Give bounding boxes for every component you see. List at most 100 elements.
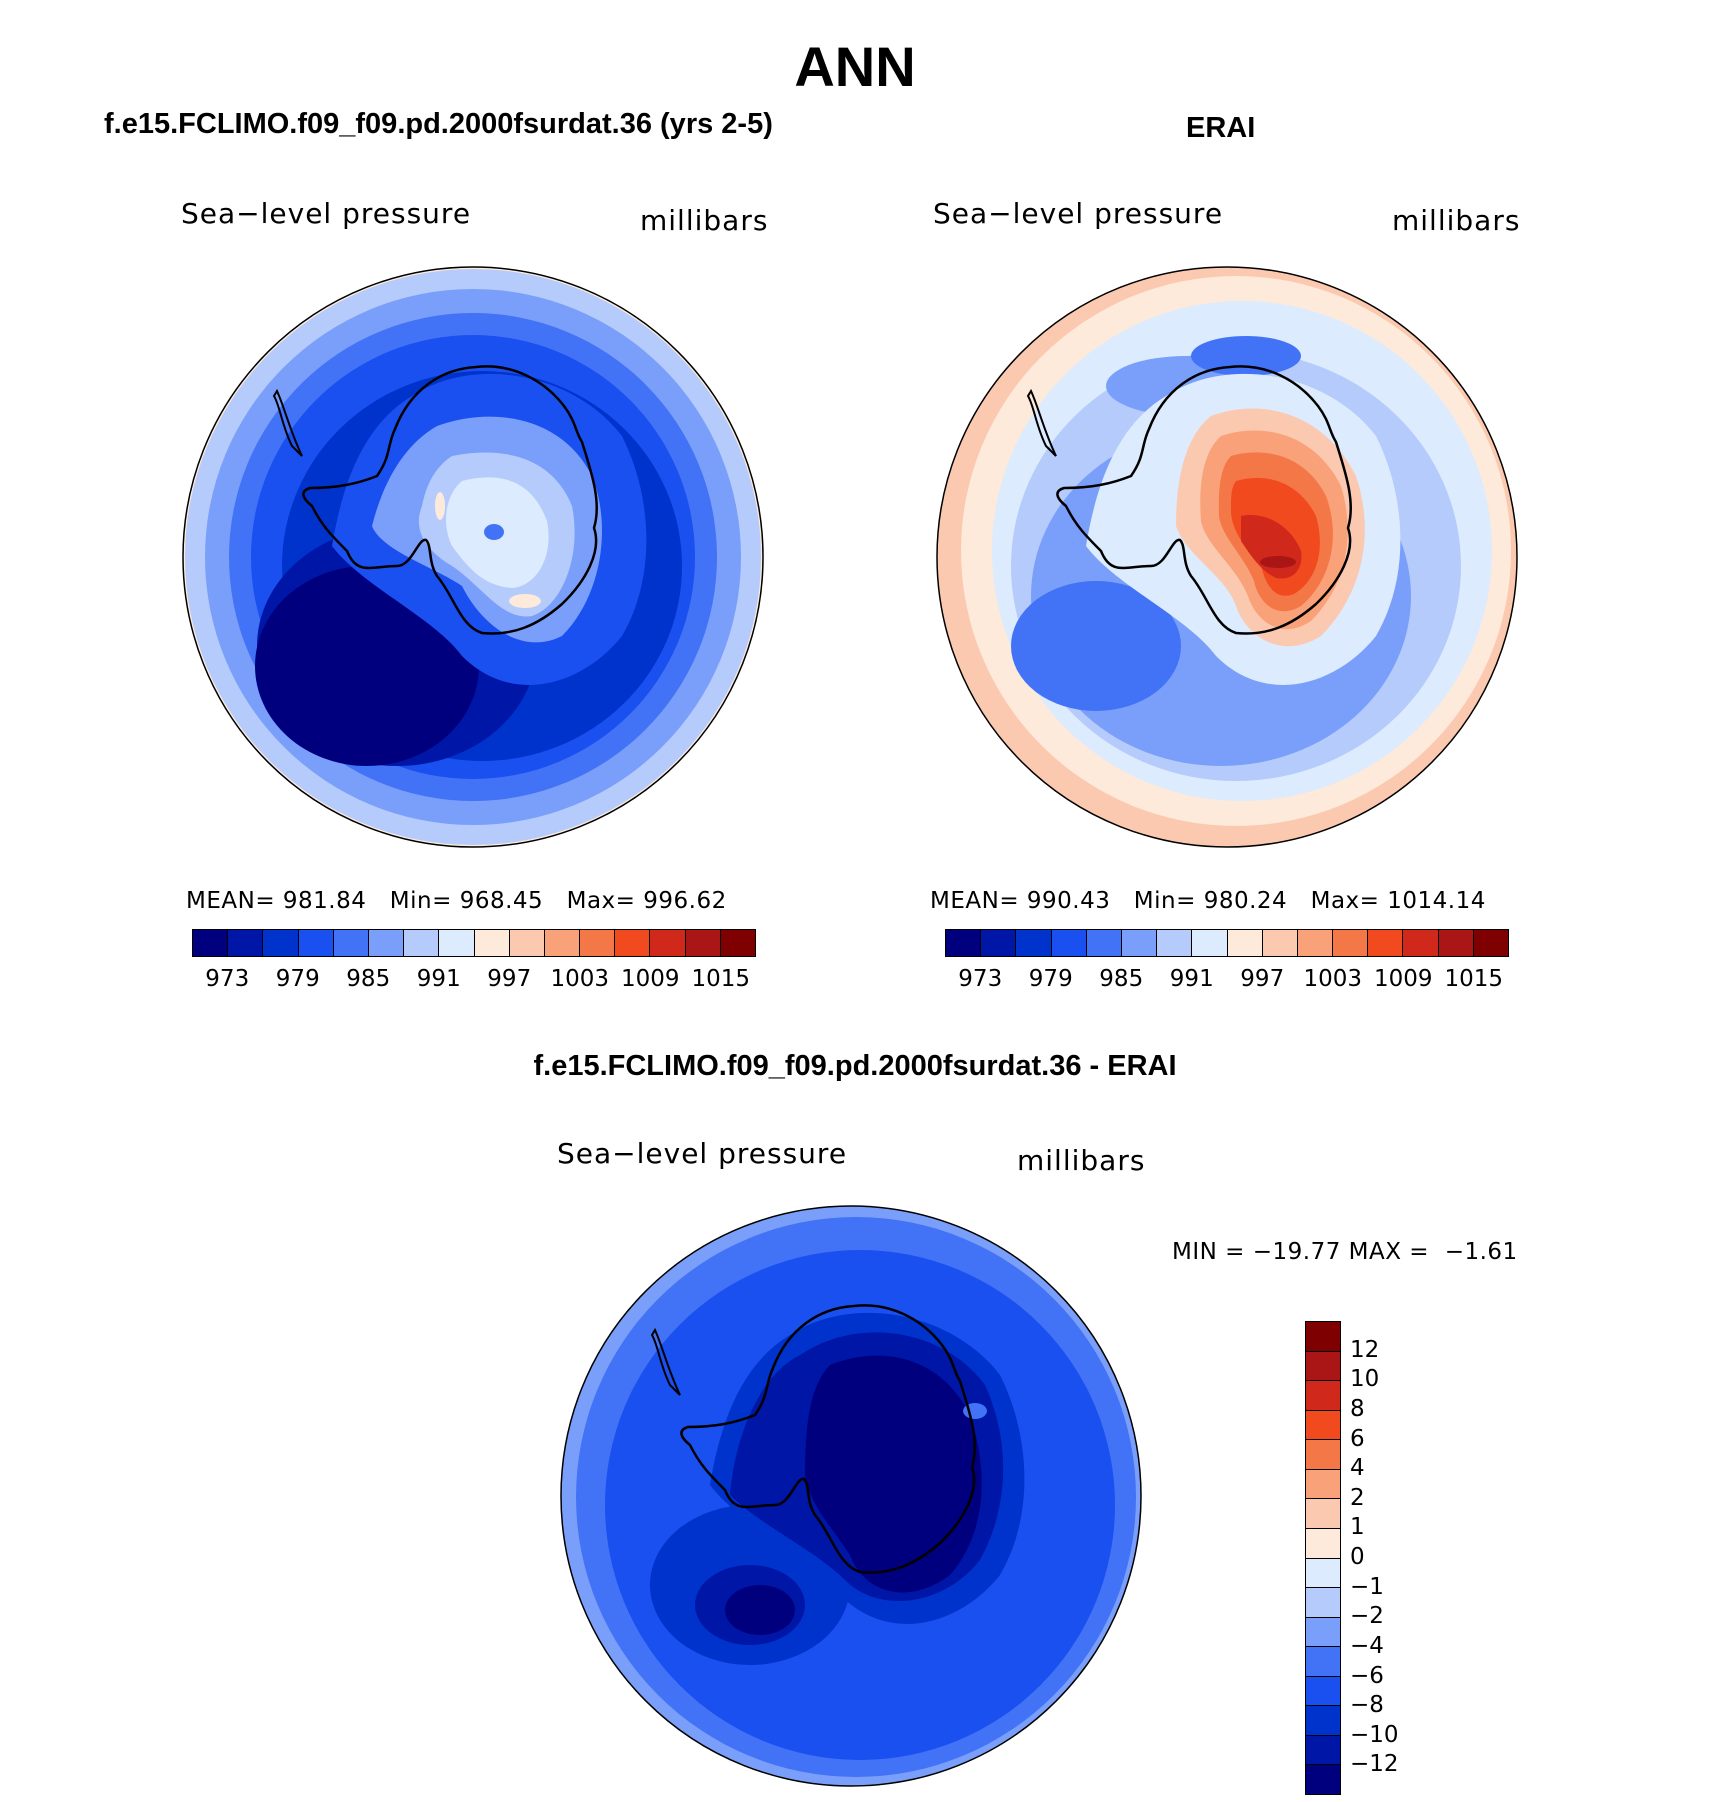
diff-case-title: f.e15.FCLIMO.f09_f09.pd.2000fsurdat.36 -…	[533, 1050, 1177, 1082]
model-colorbar-tick-label: 979	[275, 966, 320, 992]
model-colorbar-swatch	[720, 930, 755, 956]
diff-units-label: millibars	[1017, 1144, 1146, 1177]
model-colorbar-ticks: 973 979 985 991 997 1003 1009 1015	[192, 966, 756, 996]
diff-colorbar-swatch	[1306, 1322, 1340, 1352]
obs-colorbar-swatch	[1227, 930, 1263, 956]
obs-colorbar-tick-label: 979	[1028, 966, 1073, 992]
model-colorbar-swatch	[404, 930, 440, 956]
model-colorbar-tick-label: 973	[205, 966, 250, 992]
model-colorbar-swatch	[298, 930, 334, 956]
model-colorbar-swatch	[193, 930, 229, 956]
diff-colorbar-swatch	[1306, 1706, 1340, 1736]
model-colorbar-tick-label: 1015	[691, 966, 751, 992]
model-colorbar-swatch	[650, 930, 686, 956]
diff-colorbar-swatch	[1306, 1735, 1340, 1766]
diff-colorbar-swatch	[1306, 1469, 1340, 1500]
diff-colorbar-tick-label: −6	[1350, 1662, 1384, 1689]
obs-colorbar-swatch	[1473, 930, 1508, 956]
obs-colorbar-tick-label: 973	[958, 966, 1003, 992]
obs-colorbar-tick-label: 997	[1240, 966, 1285, 992]
diff-colorbar-swatch	[1306, 1647, 1340, 1677]
model-units-label: millibars	[640, 204, 769, 237]
obs-colorbar-swatch	[1297, 930, 1334, 956]
diff-colorbar-ticks: 12 10 8 6 4 2 1 0 −1 −2 −4 −6 −8 −10 −12	[1350, 1321, 1430, 1795]
model-colorbar-swatch	[333, 930, 369, 956]
obs-colorbar	[945, 929, 1509, 957]
obs-colorbar-ticks: 973 979 985 991 997 1003 1009 1015	[945, 966, 1509, 996]
obs-polar-map	[936, 266, 1518, 848]
diff-colorbar-swatch	[1306, 1381, 1340, 1411]
model-variable-label: Sea−level pressure	[181, 197, 472, 230]
diff-colorbar-tick-label: −2	[1350, 1603, 1384, 1630]
obs-colorbar-swatch	[1333, 930, 1369, 956]
obs-colorbar-swatch	[946, 930, 982, 956]
model-colorbar-tick-label: 1003	[550, 966, 610, 992]
diff-colorbar-swatch	[1306, 1765, 1340, 1794]
model-colorbar-swatch	[685, 930, 721, 956]
model-colorbar-swatch	[474, 930, 510, 956]
obs-units-label: millibars	[1392, 204, 1521, 237]
obs-colorbar-swatch	[1368, 930, 1404, 956]
diff-colorbar-tick-label: 2	[1350, 1484, 1365, 1511]
diff-colorbar-tick-label: 4	[1350, 1455, 1365, 1482]
diff-colorbar-swatch	[1306, 1558, 1340, 1589]
model-colorbar-tick-label: 985	[346, 966, 391, 992]
diff-polar-map	[560, 1205, 1142, 1787]
model-colorbar-tick-label: 997	[487, 966, 532, 992]
obs-colorbar-swatch	[1016, 930, 1052, 956]
model-colorbar-swatch	[544, 930, 581, 956]
model-colorbar-tick-label: 1009	[620, 966, 680, 992]
model-colorbar-swatch	[368, 930, 405, 956]
diff-colorbar-tick-label: −10	[1350, 1721, 1399, 1748]
diff-colorbar	[1305, 1321, 1341, 1795]
diff-variable-label: Sea−level pressure	[557, 1137, 848, 1170]
obs-colorbar-swatch	[1051, 930, 1087, 956]
diff-colorbar-tick-label: 0	[1350, 1544, 1365, 1570]
obs-colorbar-tick-label: 1015	[1444, 966, 1504, 992]
model-colorbar	[192, 929, 756, 957]
diff-colorbar-swatch	[1306, 1499, 1340, 1529]
obs-colorbar-swatch	[1121, 930, 1158, 956]
model-polar-map	[182, 266, 764, 848]
main-title: ANN	[794, 35, 916, 98]
obs-colorbar-swatch	[981, 930, 1017, 956]
obs-colorbar-tick-label: 991	[1169, 966, 1214, 992]
obs-colorbar-swatch	[1086, 930, 1122, 956]
diff-colorbar-swatch	[1306, 1351, 1340, 1382]
diff-colorbar-swatch	[1306, 1440, 1340, 1470]
diff-colorbar-swatch	[1306, 1676, 1340, 1707]
model-colorbar-tick-label: 991	[416, 966, 461, 992]
model-colorbar-swatch	[439, 930, 475, 956]
diff-colorbar-tick-label: 1	[1350, 1514, 1365, 1541]
obs-colorbar-swatch	[1438, 930, 1474, 956]
diff-colorbar-tick-label: −12	[1350, 1751, 1399, 1778]
diff-colorbar-tick-label: −8	[1350, 1692, 1384, 1719]
obs-stats: MEAN= 990.43 Min= 980.24 Max= 1014.14	[930, 888, 1486, 914]
diff-colorbar-swatch	[1306, 1410, 1340, 1441]
diff-colorbar-tick-label: 6	[1350, 1425, 1365, 1452]
diff-colorbar-swatch	[1306, 1588, 1340, 1618]
obs-colorbar-swatch	[1157, 930, 1193, 956]
diff-colorbar-tick-label: −1	[1350, 1573, 1384, 1600]
diff-colorbar-tick-label: 10	[1350, 1366, 1380, 1393]
obs-colorbar-swatch	[1192, 930, 1228, 956]
model-colorbar-swatch	[509, 930, 545, 956]
model-colorbar-swatch	[615, 930, 651, 956]
obs-variable-label: Sea−level pressure	[933, 197, 1224, 230]
diff-colorbar-tick-label: 12	[1350, 1336, 1380, 1363]
diff-colorbar-swatch	[1306, 1528, 1340, 1559]
model-colorbar-swatch	[228, 930, 264, 956]
model-colorbar-swatch	[580, 930, 616, 956]
diff-colorbar-swatch	[1306, 1617, 1340, 1648]
model-colorbar-swatch	[263, 930, 299, 956]
obs-colorbar-tick-label: 1009	[1373, 966, 1433, 992]
diff-colorbar-tick-label: −4	[1350, 1632, 1384, 1659]
model-stats: MEAN= 981.84 Min= 968.45 Max= 996.62	[186, 888, 727, 914]
obs-colorbar-swatch	[1262, 930, 1298, 956]
model-case-title: f.e15.FCLIMO.f09_f09.pd.2000fsurdat.36 (…	[104, 108, 773, 140]
obs-colorbar-tick-label: 985	[1099, 966, 1144, 992]
obs-colorbar-tick-label: 1003	[1303, 966, 1363, 992]
obs-colorbar-swatch	[1403, 930, 1439, 956]
diff-stats: MIN = −19.77 MAX = −1.61	[1172, 1239, 1518, 1265]
obs-case-title: ERAI	[1186, 112, 1256, 144]
